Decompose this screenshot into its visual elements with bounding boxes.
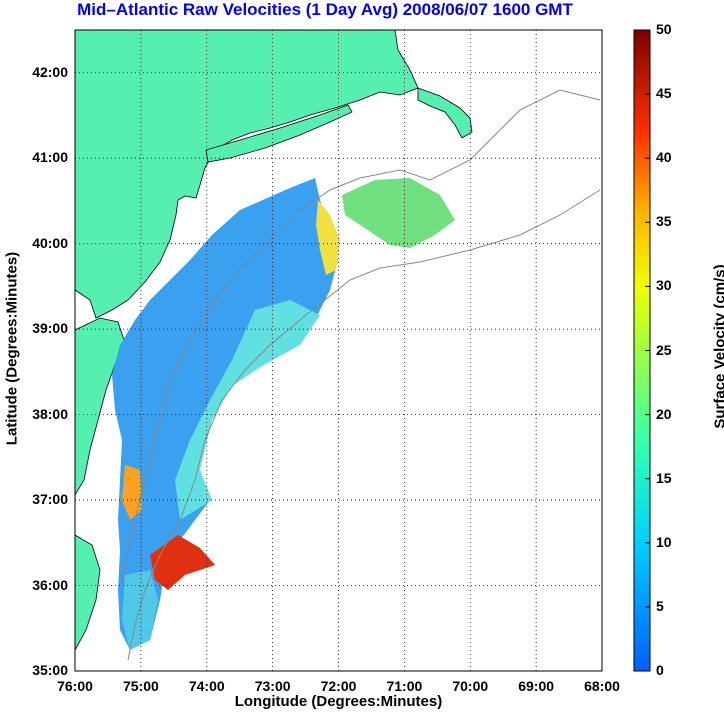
x-tick-label: 75:00 (122, 678, 159, 694)
x-tick-label: 76:00 (57, 678, 93, 694)
x-tick-label: 70:00 (452, 678, 489, 694)
velocity-field-yellow-edge (316, 200, 340, 275)
y-tick-label: 35:00 (32, 662, 68, 678)
y-tick-label: 36:00 (32, 576, 68, 593)
colorbar-tick-label: 30 (656, 277, 672, 294)
land-cape-cod (417, 87, 473, 139)
grid-lines (75, 30, 602, 671)
colorbar-tick-label: 20 (656, 405, 672, 422)
y-tick-label: 37:00 (32, 491, 68, 508)
velocity-field-southern-tip (122, 570, 158, 650)
x-tick-label: 69:00 (518, 678, 555, 694)
velocity-field-nantucket (342, 178, 455, 248)
velocity-field-southern-flank (175, 300, 320, 520)
colorbar-ticks (645, 29, 650, 672)
colorbar-tick-label: 0 (656, 662, 664, 678)
colorbar-tick-label: 35 (656, 213, 672, 230)
colorbar-tick-label: 45 (656, 85, 672, 102)
land-delmarva (75, 317, 125, 496)
inner-contour (121, 89, 601, 581)
velocity-field-cape-hatteras-jet (150, 535, 215, 590)
land-long-island (205, 104, 353, 163)
x-axis-label: Longitude (Degrees:Minutes) (234, 693, 443, 710)
velocity-field-main (112, 178, 338, 650)
x-tick-label: 72:00 (320, 678, 357, 694)
axes-box (74, 29, 603, 672)
y-tick-label: 40:00 (32, 234, 68, 251)
x-tick-label: 71:00 (386, 678, 423, 694)
colorbar-tick-label: 50 (656, 21, 672, 37)
colorbar-tick-label: 25 (656, 341, 672, 358)
y-tick-label: 39:00 (32, 320, 68, 337)
land-north-carolina (75, 534, 101, 651)
x-tick-label: 68:00 (584, 678, 620, 694)
map-title: Mid–Atlantic Raw Velocities (1 Day Avg) … (77, 0, 573, 19)
y-tick-label: 38:00 (32, 405, 68, 422)
colorbar-tick-label: 40 (656, 149, 672, 166)
x-tick-label: 74:00 (188, 678, 225, 694)
y-axis-label: Latitude (Degrees:Minutes) (3, 251, 21, 446)
y-tick-label: 42:00 (32, 63, 68, 80)
velocity-field-orange-edge (122, 465, 142, 520)
colorbar-tick-label: 15 (656, 469, 672, 486)
y-tick-label: 41:00 (32, 149, 68, 166)
colorbar-tick-label: 10 (656, 533, 672, 550)
colorbar-tick-label: 5 (656, 597, 664, 614)
colorbar-label: Surface Velocity (cm/s) (711, 264, 724, 429)
x-tick-label: 73:00 (254, 678, 291, 694)
